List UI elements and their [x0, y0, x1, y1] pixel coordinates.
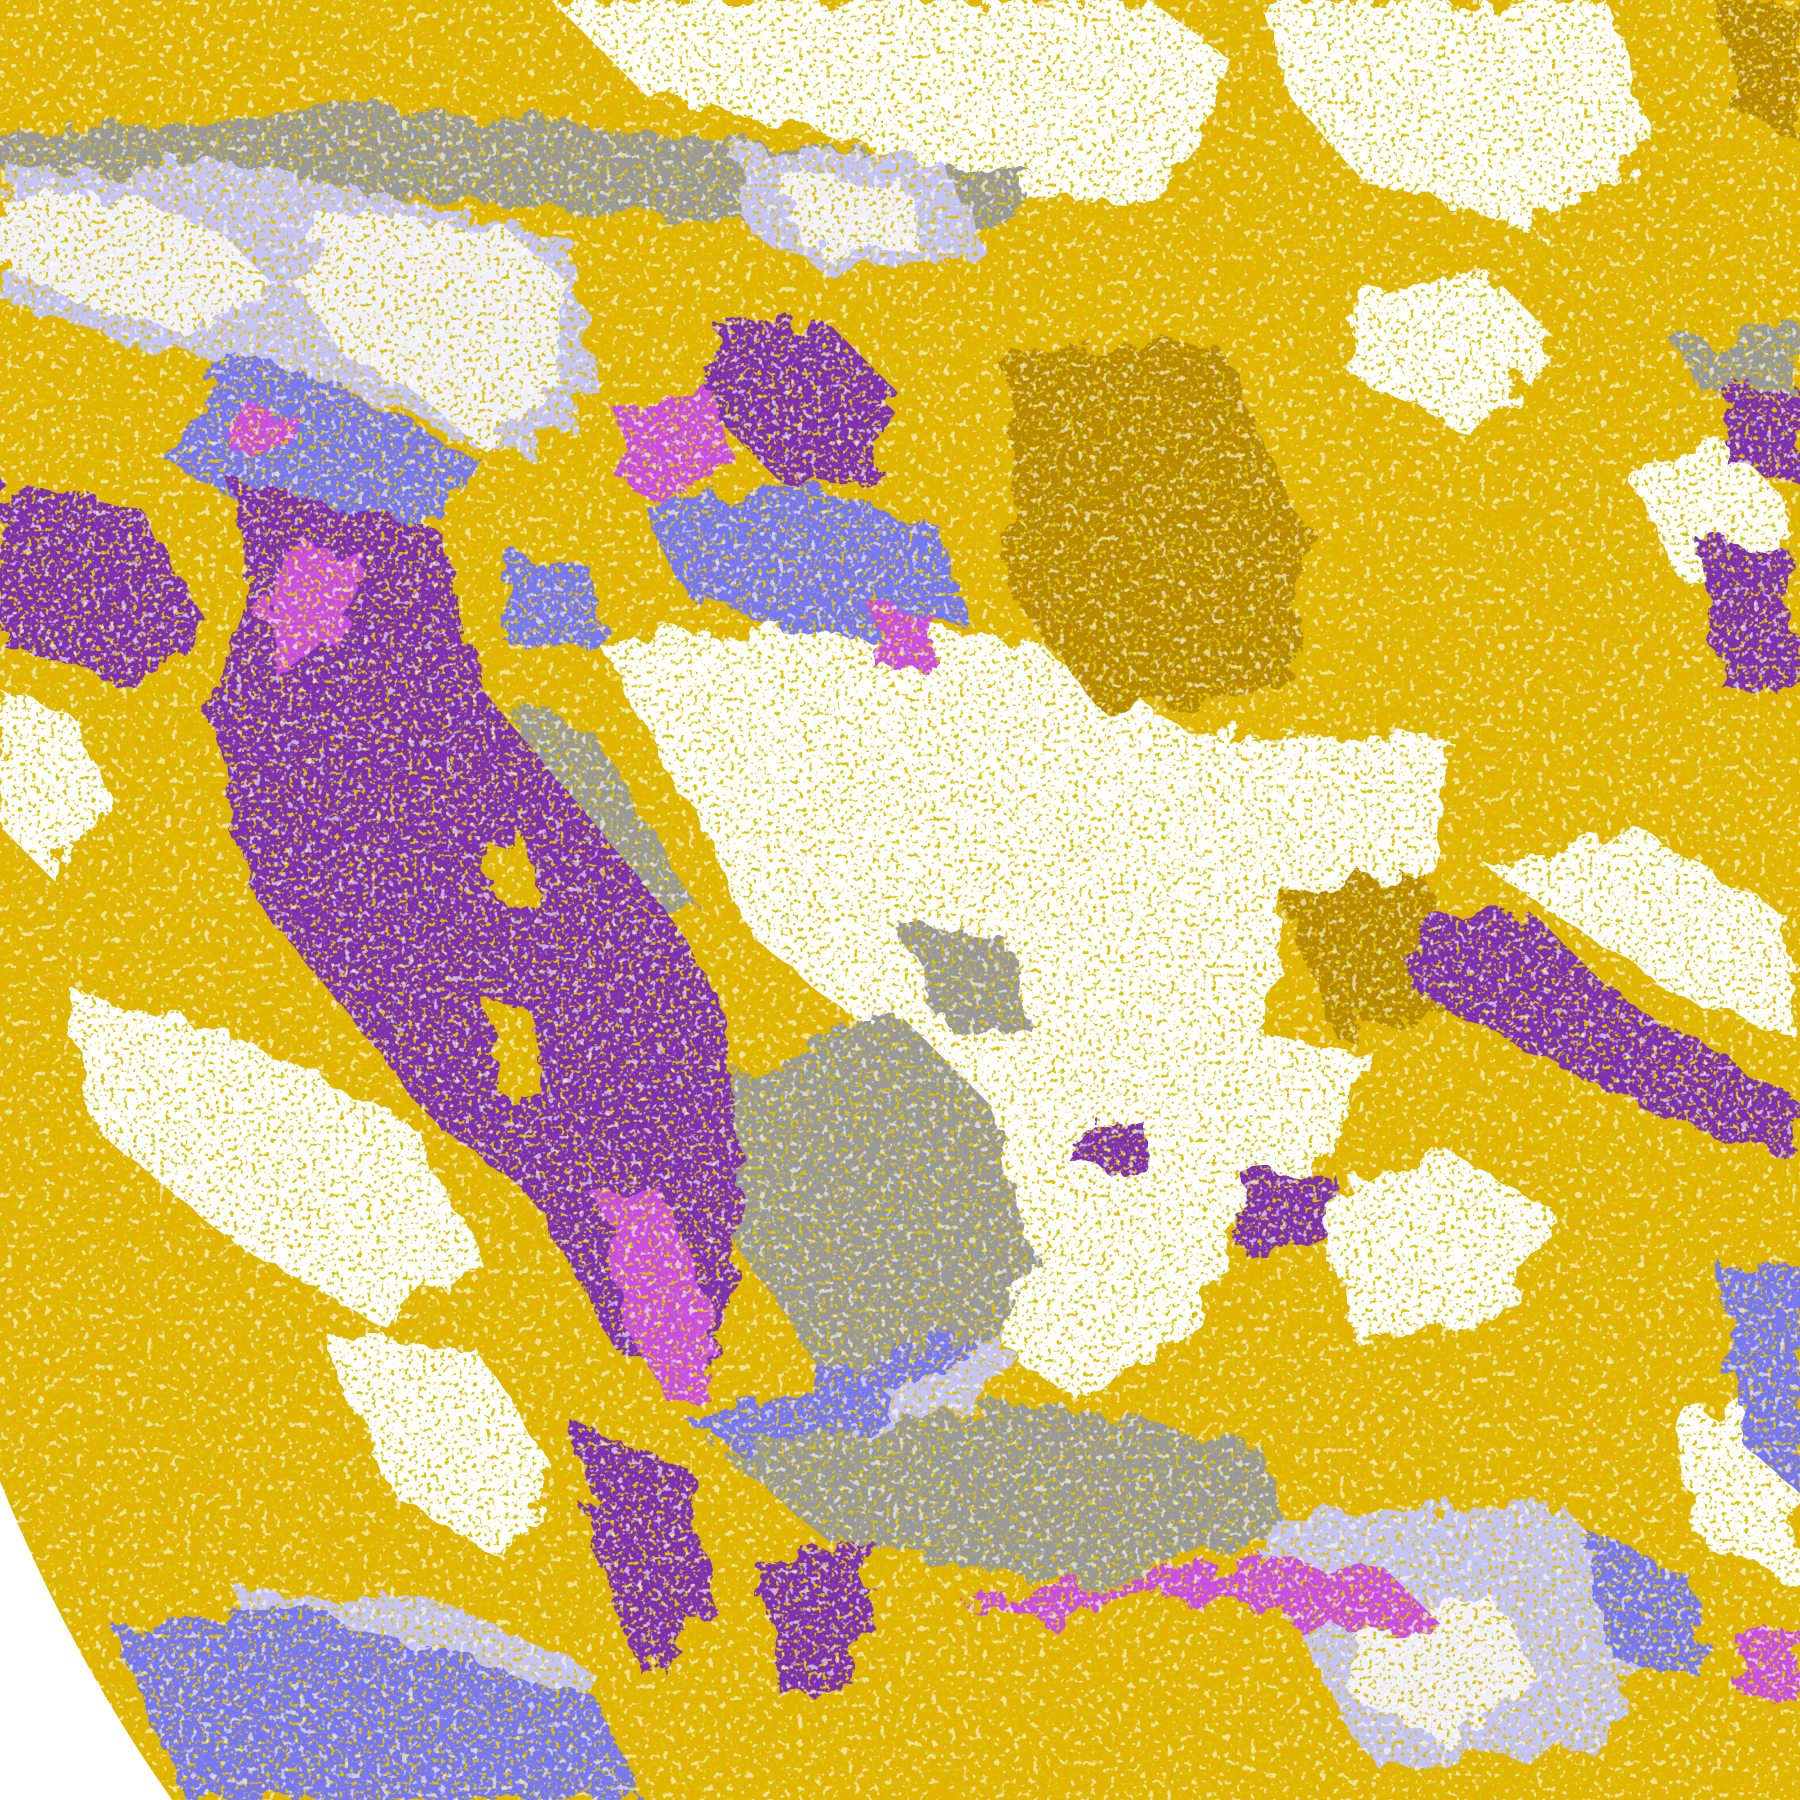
off-disk-corner: [0, 1480, 173, 1800]
